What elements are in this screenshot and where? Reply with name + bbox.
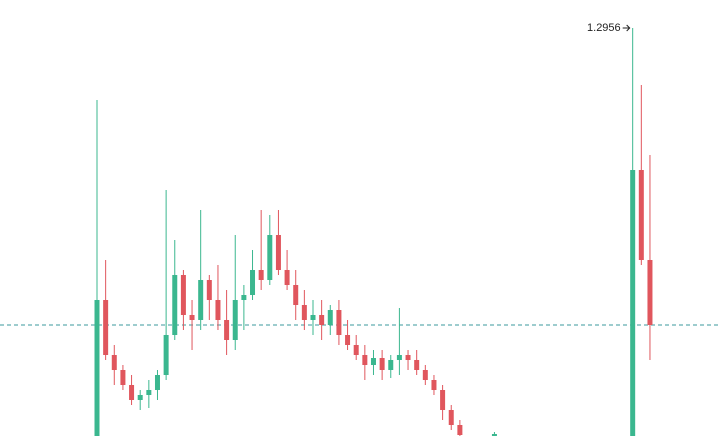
candle-body — [396, 355, 402, 360]
candle-body — [120, 370, 126, 385]
candle-body — [414, 360, 420, 370]
candle-body — [189, 315, 195, 320]
candle-body — [336, 310, 342, 335]
candle-body — [206, 280, 212, 300]
candle-body — [258, 270, 264, 280]
candle-body — [250, 270, 256, 295]
candle-body — [94, 300, 100, 436]
candle-body — [431, 380, 437, 390]
candle-body — [422, 370, 428, 380]
candle-body — [327, 310, 333, 325]
candle-body — [301, 305, 307, 320]
candle-body — [630, 170, 636, 436]
candle-body — [180, 275, 186, 315]
candle-body — [370, 358, 376, 365]
candle-body — [353, 345, 359, 355]
candle-body — [284, 270, 290, 285]
candle-body — [319, 315, 325, 325]
candle-body — [638, 170, 644, 260]
high-arrow — [622, 24, 631, 32]
candle-body — [198, 280, 204, 320]
candle-body — [172, 275, 178, 335]
candle-body — [241, 295, 247, 300]
candle-body — [232, 300, 238, 340]
candle-body — [163, 335, 169, 375]
candle-body — [647, 260, 653, 325]
candle-body — [388, 360, 394, 370]
candle-body — [362, 355, 368, 365]
candle-body — [310, 315, 316, 320]
candle-body — [448, 410, 454, 425]
candle-body — [103, 300, 109, 355]
candle-body — [267, 235, 273, 280]
candle-body — [457, 425, 463, 435]
candle-body — [275, 235, 281, 270]
candle-body — [405, 355, 411, 360]
candle-body — [111, 355, 117, 370]
candle-body — [491, 434, 497, 436]
high-label: 1.2956 — [587, 22, 621, 34]
candle-body — [379, 358, 385, 370]
candle-body — [440, 390, 446, 410]
candle-body — [146, 390, 152, 395]
candle-body — [224, 320, 230, 340]
candle-body — [215, 300, 221, 320]
candle-body — [129, 385, 135, 400]
candle-body — [137, 395, 143, 400]
candle-body — [293, 285, 299, 305]
candle-body — [345, 335, 351, 345]
candle-body — [154, 375, 160, 390]
